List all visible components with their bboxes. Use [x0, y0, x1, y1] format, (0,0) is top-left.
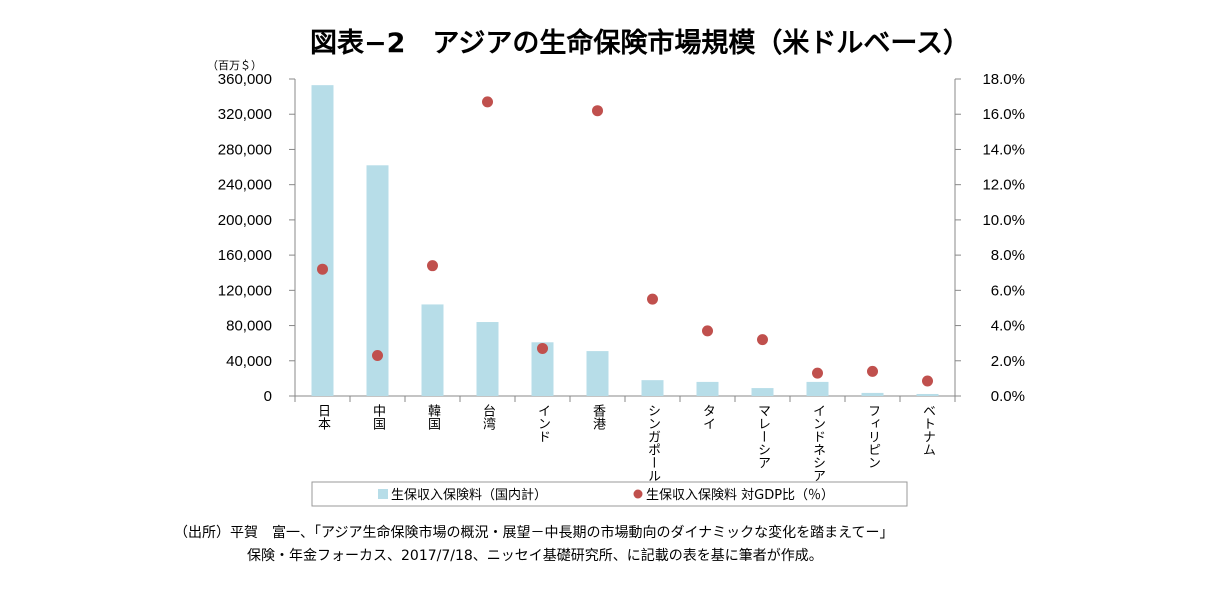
left-tick-label: 0: [264, 388, 272, 405]
right-tick-label: 4.0%: [991, 318, 1025, 335]
right-tick-label: 0.0%: [991, 388, 1025, 405]
left-tick-label: 280,000: [218, 141, 272, 158]
bar: [696, 381, 719, 396]
gdp-ratio-dot: [922, 375, 933, 387]
right-tick-label: 18.0%: [982, 71, 1025, 88]
x-category-label: インドネシア: [810, 404, 825, 482]
bar: [586, 351, 609, 396]
x-category-label: シンガポール: [645, 404, 660, 482]
right-tick-label: 2.0%: [991, 353, 1025, 370]
gdp-ratio-dot: [702, 325, 713, 337]
bar: [476, 322, 499, 396]
x-category-label: タイ: [700, 404, 715, 430]
right-tick-label: 16.0%: [982, 106, 1025, 123]
left-tick-label: 200,000: [218, 212, 272, 229]
bar: [806, 381, 829, 396]
gdp-ratio-dot: [482, 96, 493, 108]
source-note-line1: （出所）平賀 富一、「アジア生命保険市場の概況・展望－中長期の市場動向のダイナミ…: [174, 524, 893, 541]
left-tick-label: 120,000: [218, 282, 272, 299]
bar: [641, 380, 664, 396]
bar: [421, 304, 444, 396]
x-category-label: ベトナム: [920, 404, 936, 456]
x-category-label: インド: [535, 404, 550, 443]
bar: [531, 342, 554, 396]
legend-dot-label: 生保収入保険料 対GDP比（％）: [646, 488, 834, 503]
right-tick-label: 12.0%: [982, 177, 1025, 194]
gdp-ratio-dot: [372, 349, 383, 361]
plot-area: 0 40,000 80,000 120,000 160,000 200,000 240,00…: [218, 71, 1025, 482]
legend-box: [311, 481, 908, 507]
gdp-ratio-dot: [592, 105, 603, 117]
y-axis-unit: （百万＄）: [207, 58, 262, 72]
gdp-ratio-dot: [757, 334, 768, 346]
gdp-ratio-dot: [867, 365, 878, 377]
left-tick-label: 240,000: [218, 177, 272, 194]
gdp-ratio-dot: [537, 342, 548, 354]
x-category-label: フィリピン: [865, 404, 880, 469]
left-tick-label: 160,000: [218, 247, 272, 264]
bar: [916, 393, 939, 396]
legend-dot-swatch: [633, 489, 643, 499]
legend-bar-swatch: [378, 489, 388, 499]
left-tick-label: 360,000: [218, 71, 272, 88]
left-tick-label: 320,000: [218, 106, 272, 123]
left-tick-label: 80,000: [226, 318, 272, 335]
gdp-ratio-dot: [812, 367, 823, 379]
x-category-label: 日本: [315, 404, 331, 430]
chart-title: 図表−2 アジアの生命保険市場規模（米ドルベース）: [310, 27, 970, 59]
x-category-label: 香港: [590, 404, 606, 430]
right-tick-label: 6.0%: [991, 282, 1025, 299]
x-category-label: マレーシア: [755, 404, 770, 469]
gdp-ratio-dot: [317, 263, 328, 275]
gdp-ratio-dot: [647, 293, 658, 305]
x-category-label: 韓国: [425, 404, 441, 430]
x-category-label: 中国: [370, 404, 385, 430]
source-note-line2: 保険・年金フォーカス、2017/7/18、ニッセイ基礎研究所、に記載の表を基に筆…: [247, 547, 823, 564]
gdp-ratio-dot: [427, 260, 438, 272]
legend-bar-label: 生保収入保険料（国内計）: [391, 487, 547, 503]
right-tick-label: 14.0%: [982, 141, 1025, 158]
right-tick-label: 10.0%: [982, 212, 1025, 229]
bar: [311, 85, 334, 397]
right-tick-label: 8.0%: [991, 247, 1025, 264]
left-tick-label: 40,000: [226, 353, 272, 370]
x-category-label: 台湾: [480, 404, 496, 430]
bar: [861, 392, 884, 396]
bar: [751, 388, 774, 396]
bar: [366, 165, 389, 396]
